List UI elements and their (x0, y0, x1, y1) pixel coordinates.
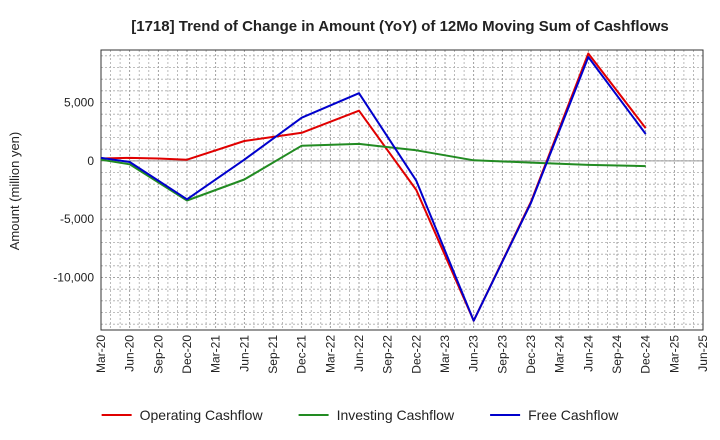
x-tick-label: Dec-22 (409, 335, 423, 374)
x-tick-label: Mar-21 (209, 335, 223, 373)
x-tick-label: Jun-24 (581, 335, 595, 372)
x-tick-label: Jun-22 (352, 335, 366, 372)
x-tick-label: Mar-20 (94, 335, 108, 373)
legend-label-operating-cashflow: Operating Cashflow (140, 407, 264, 423)
series-line-investing-cashflow (100, 142, 646, 202)
plot-area: 5,000 0 -5,000 -10,000 Mar-20 Jun-20 Sep-20 Dec… (53, 49, 710, 374)
y-tick-label: -5,000 (60, 212, 94, 226)
x-tick-label: Mar-25 (667, 335, 681, 373)
x-tick-label: Dec-24 (639, 335, 653, 374)
y-tick-label: 5,000 (64, 96, 94, 110)
x-tick-label: Sep-20 (151, 335, 165, 374)
x-tick-label: Sep-23 (495, 335, 509, 374)
y-axis-label: Amount (million yen) (7, 132, 22, 251)
plot-background (101, 50, 703, 330)
legend-label-free-cashflow: Free Cashflow (528, 407, 619, 423)
legend: Operating Cashflow Investing Cashflow Free… (101, 407, 619, 423)
x-tick-label: Mar-22 (323, 335, 337, 373)
x-tick-label: Dec-20 (180, 335, 194, 374)
x-tick-label: Sep-22 (381, 335, 395, 374)
x-tick-label: Jun-21 (237, 335, 251, 372)
x-tick-label: Dec-21 (295, 335, 309, 374)
legend-label-investing-cashflow: Investing Cashflow (337, 407, 455, 423)
x-tick-label: Jun-25 (696, 335, 710, 372)
x-tick-label: Mar-23 (438, 335, 452, 373)
series-line-free-cashflow (100, 56, 647, 322)
x-tick-label: Jun-20 (123, 335, 137, 372)
x-tick-label: Dec-23 (524, 335, 538, 374)
x-tick-label: Sep-24 (610, 335, 624, 374)
chart-title: [1718] Trend of Change in Amount (YoY) o… (131, 18, 669, 35)
x-tick-label: Mar-24 (553, 335, 567, 373)
x-tick-label: Sep-21 (266, 335, 280, 374)
y-tick-label: -10,000 (53, 271, 94, 285)
plot-frame (100, 49, 704, 331)
x-tick-label: Jun-23 (467, 335, 481, 372)
y-tick-label: 0 (87, 154, 94, 168)
